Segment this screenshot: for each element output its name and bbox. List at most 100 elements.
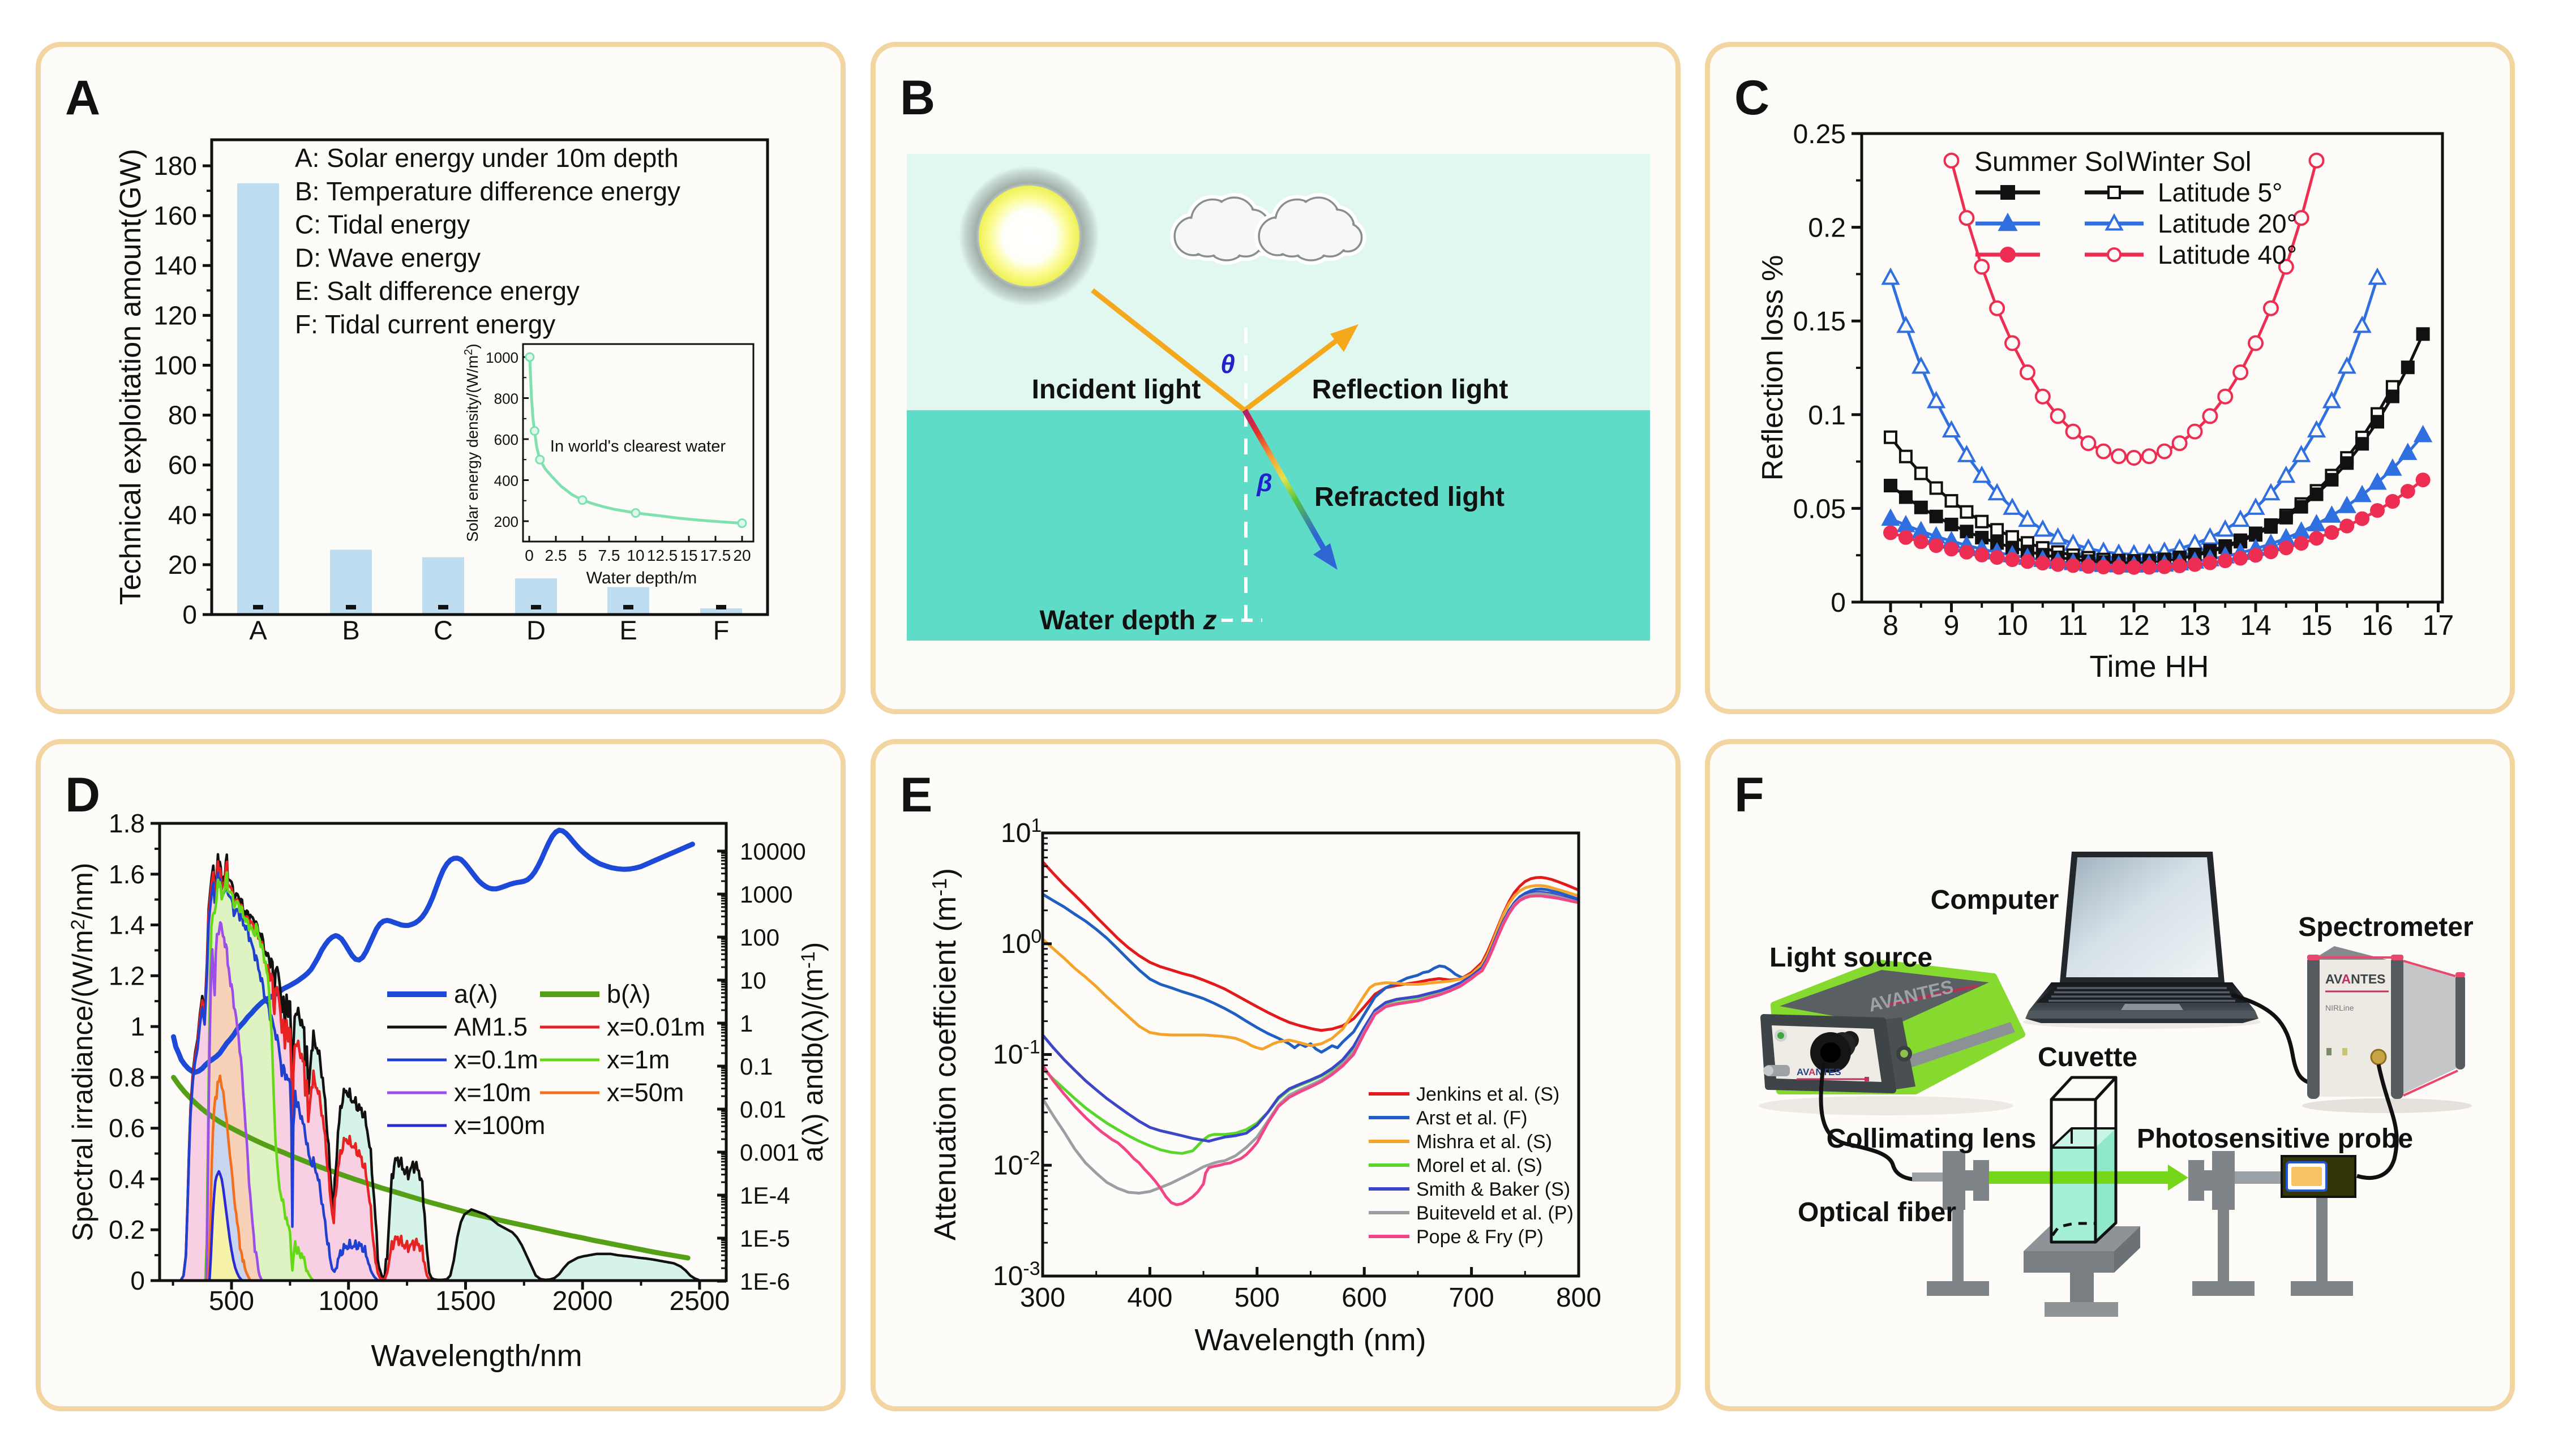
svg-text:D: D <box>526 615 546 645</box>
svg-text:C: C <box>434 615 453 645</box>
svg-text:200: 200 <box>494 513 518 530</box>
svg-text:60: 60 <box>168 450 197 480</box>
svg-text:7.5: 7.5 <box>598 547 620 564</box>
svg-text:0.1: 0.1 <box>1808 401 1846 431</box>
svg-text:In world's clearest water: In world's clearest water <box>550 437 726 456</box>
svg-text:a(λ): a(λ) <box>454 980 498 1008</box>
svg-text:0.8: 0.8 <box>109 1063 145 1092</box>
svg-text:Time HH: Time HH <box>2090 650 2209 684</box>
svg-text:Optical fiber: Optical fiber <box>1798 1197 1956 1227</box>
svg-text:B: B <box>900 71 935 125</box>
svg-text:0: 0 <box>130 1266 145 1295</box>
svg-text:Pope & Fry (P): Pope & Fry (P) <box>1416 1226 1544 1248</box>
svg-text:Smith & Baker (S): Smith & Baker (S) <box>1416 1179 1570 1200</box>
svg-text:17.5: 17.5 <box>700 547 731 564</box>
svg-text:x=0.01m: x=0.01m <box>607 1012 705 1041</box>
svg-text:800: 800 <box>494 390 518 407</box>
svg-text:θ: θ <box>1220 349 1235 379</box>
svg-text:10: 10 <box>740 967 766 994</box>
svg-text:Refracted light: Refracted light <box>1314 482 1505 512</box>
svg-text:Computer: Computer <box>1931 885 2059 915</box>
svg-text:Latitude 40°: Latitude 40° <box>2158 240 2297 269</box>
svg-text:20: 20 <box>168 550 197 579</box>
svg-text:400: 400 <box>1127 1283 1172 1313</box>
svg-text:D: D <box>65 768 100 822</box>
svg-text:Photosensitive probe: Photosensitive probe <box>2137 1124 2413 1154</box>
svg-text:8: 8 <box>1883 609 1898 641</box>
svg-text:Incident light: Incident light <box>1032 375 1201 405</box>
svg-text:1E-5: 1E-5 <box>740 1225 790 1252</box>
svg-text:600: 600 <box>1342 1283 1387 1313</box>
svg-text:1000: 1000 <box>318 1286 379 1316</box>
svg-text:180: 180 <box>153 151 197 181</box>
svg-text:1000: 1000 <box>486 349 518 366</box>
svg-text:12.5: 12.5 <box>647 547 678 564</box>
svg-text:A: A <box>65 71 100 125</box>
svg-text:Spectrometer: Spectrometer <box>2298 912 2473 942</box>
svg-text:Reflection loss %: Reflection loss % <box>1756 255 1789 481</box>
svg-text:1.2: 1.2 <box>109 961 145 990</box>
svg-text:D: Wave energy: D: Wave energy <box>295 243 481 272</box>
svg-text:Cuvette: Cuvette <box>2038 1042 2137 1072</box>
svg-text:9: 9 <box>1944 609 1960 641</box>
svg-text:17: 17 <box>2423 609 2454 641</box>
svg-text:Solar energy density/(W/m2): Solar energy density/(W/m2) <box>462 343 481 542</box>
svg-text:0.2: 0.2 <box>1808 213 1846 243</box>
svg-text:β: β <box>1256 469 1272 497</box>
svg-text:C: C <box>1734 71 1769 125</box>
svg-text:Wavelength/nm: Wavelength/nm <box>371 1339 582 1373</box>
svg-text:0: 0 <box>1831 588 1846 618</box>
svg-text:20: 20 <box>733 547 751 564</box>
svg-text:2.5: 2.5 <box>545 547 567 564</box>
svg-text:1: 1 <box>130 1012 145 1041</box>
svg-text:x=100m: x=100m <box>454 1111 545 1140</box>
svg-text:700: 700 <box>1449 1283 1494 1313</box>
svg-text:0.1: 0.1 <box>740 1053 773 1080</box>
svg-text:5: 5 <box>578 547 587 564</box>
svg-text:b(λ): b(λ) <box>607 980 651 1008</box>
svg-text:E: E <box>900 768 932 822</box>
svg-text:1500: 1500 <box>435 1286 496 1316</box>
svg-text:10: 10 <box>1996 609 2028 641</box>
svg-text:1.8: 1.8 <box>109 809 145 838</box>
svg-text:Attenuation coefficient (m-1): Attenuation coefficient (m-1) <box>928 868 962 1240</box>
svg-text:14: 14 <box>2240 609 2272 641</box>
svg-text:0.4: 0.4 <box>109 1164 145 1193</box>
svg-text:C: Tidal energy: C: Tidal energy <box>295 210 470 239</box>
svg-text:x=10m: x=10m <box>454 1078 531 1107</box>
svg-text:400: 400 <box>494 473 518 489</box>
svg-text:Technical exploitation amount(: Technical exploitation amount(GW) <box>114 149 147 605</box>
svg-text:NIRLine: NIRLine <box>2325 1003 2354 1012</box>
svg-text:B: Temperature difference ener: B: Temperature difference energy <box>295 177 680 206</box>
svg-text:0: 0 <box>182 600 197 629</box>
svg-text:AVANTES: AVANTES <box>2325 972 2386 986</box>
svg-text:A: A <box>249 615 267 645</box>
svg-text:120: 120 <box>153 300 197 330</box>
svg-text:300: 300 <box>1020 1283 1065 1313</box>
svg-text:Collimating lens: Collimating lens <box>1827 1124 2037 1154</box>
svg-text:Light source: Light source <box>1769 943 1932 973</box>
svg-text:x=50m: x=50m <box>607 1078 684 1107</box>
svg-text:100: 100 <box>153 350 197 380</box>
svg-text:E: E <box>619 615 637 645</box>
svg-text:F: Tidal current energy: F: Tidal current energy <box>295 310 555 339</box>
svg-text:A: Solar energy under 10m dept: A: Solar energy under 10m depth <box>295 143 679 173</box>
svg-text:2500: 2500 <box>670 1286 730 1316</box>
svg-text:x=0.1m: x=0.1m <box>454 1045 538 1074</box>
svg-text:15: 15 <box>2301 609 2333 641</box>
svg-text:a(λ) andb(λ)/(m-1): a(λ) andb(λ)/(m-1) <box>797 942 829 1162</box>
svg-text:2000: 2000 <box>552 1286 613 1316</box>
svg-text:Reflection light: Reflection light <box>1312 375 1508 405</box>
svg-text:16: 16 <box>2362 609 2393 641</box>
svg-text:Arst et al. (F): Arst et al. (F) <box>1416 1107 1527 1129</box>
svg-text:0.15: 0.15 <box>1793 307 1846 337</box>
svg-text:1.6: 1.6 <box>109 860 145 889</box>
svg-text:10000: 10000 <box>740 838 806 865</box>
svg-text:1.4: 1.4 <box>109 910 145 940</box>
svg-text:Spectral irradiance/(W/m2/nm): Spectral irradiance/(W/m2/nm) <box>67 862 98 1241</box>
svg-text:80: 80 <box>168 401 197 430</box>
svg-text:15: 15 <box>680 547 697 564</box>
svg-text:100: 100 <box>740 924 779 951</box>
svg-text:1E-4: 1E-4 <box>740 1182 790 1209</box>
svg-text:160: 160 <box>153 201 197 230</box>
